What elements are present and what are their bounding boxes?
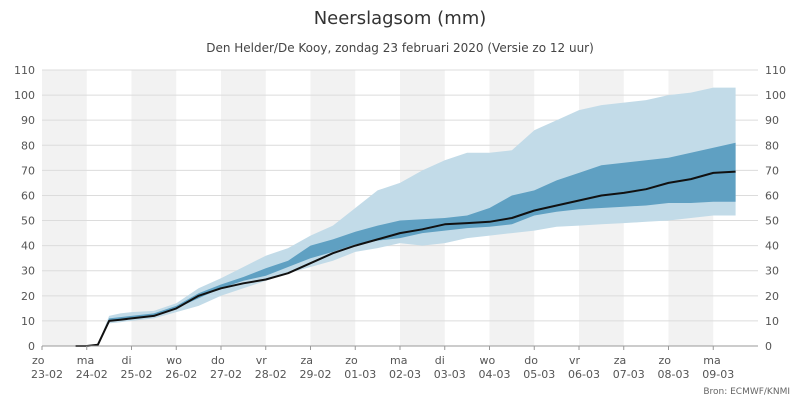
y-tick-label-right: 100	[765, 89, 786, 102]
y-tick-label-right: 90	[765, 114, 779, 127]
day-shade	[131, 70, 177, 346]
x-tick-date: 24-02	[76, 368, 108, 381]
x-tick-date: 26-02	[165, 368, 197, 381]
y-tick-label-right: 30	[765, 265, 779, 278]
x-tick-date: 23-02	[31, 368, 63, 381]
y-tick-label-left: 30	[21, 265, 35, 278]
y-tick-label-left: 40	[21, 240, 35, 253]
x-tick-day: do	[211, 354, 225, 367]
x-tick-date: 02-03	[389, 368, 421, 381]
x-tick-day: ma	[703, 354, 720, 367]
x-tick-day: wo	[480, 354, 496, 367]
x-tick-day: zo	[345, 354, 358, 367]
y-tick-label-right: 60	[765, 189, 779, 202]
x-tick-date: 29-02	[300, 368, 332, 381]
y-tick-label-right: 40	[765, 240, 779, 253]
x-tick-day: vr	[256, 354, 268, 367]
median-series	[75, 170, 736, 347]
x-tick-date: 04-03	[479, 368, 511, 381]
x-tick-day: za	[614, 354, 627, 367]
x-tick-day: vr	[569, 354, 581, 367]
axes: 0 0 10 10 20 20 30 30 40 40 50 50 60 60 70 70 80 80 90 90 10…	[14, 64, 786, 381]
y-tick-label-right: 70	[765, 164, 779, 177]
x-tick-date: 01-03	[344, 368, 376, 381]
x-tick-date: 06-03	[568, 368, 600, 381]
day-shade	[221, 70, 266, 346]
x-tick-date: 25-02	[121, 368, 153, 381]
x-tick-day: zo	[659, 354, 672, 367]
ensemble-bands	[75, 87, 736, 346]
y-tick-label-left: 60	[21, 189, 35, 202]
x-tick-day: ma	[390, 354, 407, 367]
y-tick-label-left: 10	[21, 315, 35, 328]
chart-title: Neerslagsom (mm)	[314, 8, 487, 29]
y-tick-label-right: 10	[765, 315, 779, 328]
source-credit: Bron: ECMWF/KNMI	[703, 387, 790, 397]
x-tick-day: do	[524, 354, 538, 367]
y-tick-label-left: 110	[14, 64, 35, 77]
y-tick-label-right: 20	[765, 290, 779, 303]
x-tick-day: di	[435, 354, 445, 367]
y-tick-label-left: 70	[21, 164, 35, 177]
y-tick-label-left: 80	[21, 139, 35, 152]
y-tick-label-right: 110	[765, 64, 786, 77]
y-tick-label-left: 0	[28, 340, 35, 353]
x-tick-date: 27-02	[210, 368, 242, 381]
x-tick-date: 05-03	[523, 368, 555, 381]
band-1	[75, 142, 736, 346]
x-tick-date: 07-03	[613, 368, 645, 381]
y-tick-label-left: 50	[21, 215, 35, 228]
y-tick-label-left: 100	[14, 89, 35, 102]
chart-subtitle: Den Helder/De Kooy, zondag 23 februari 2…	[206, 41, 594, 55]
y-tick-label-left: 90	[21, 114, 35, 127]
y-tick-label-right: 80	[765, 139, 779, 152]
day-shade	[310, 70, 356, 346]
x-tick-date: 09-03	[702, 368, 734, 381]
x-tick-date: 08-03	[658, 368, 690, 381]
x-tick-date: 28-02	[255, 368, 287, 381]
y-tick-label-right: 50	[765, 215, 779, 228]
y-tick-label-left: 20	[21, 290, 35, 303]
x-tick-day: ma	[77, 354, 94, 367]
x-tick-day: wo	[166, 354, 182, 367]
x-tick-day: zo	[32, 354, 45, 367]
y-tick-label-right: 0	[765, 340, 772, 353]
day-shade	[42, 70, 87, 346]
x-tick-day: za	[301, 354, 314, 367]
x-tick-date: 03-03	[434, 368, 466, 381]
x-tick-day: di	[122, 354, 132, 367]
median-line	[75, 170, 736, 347]
